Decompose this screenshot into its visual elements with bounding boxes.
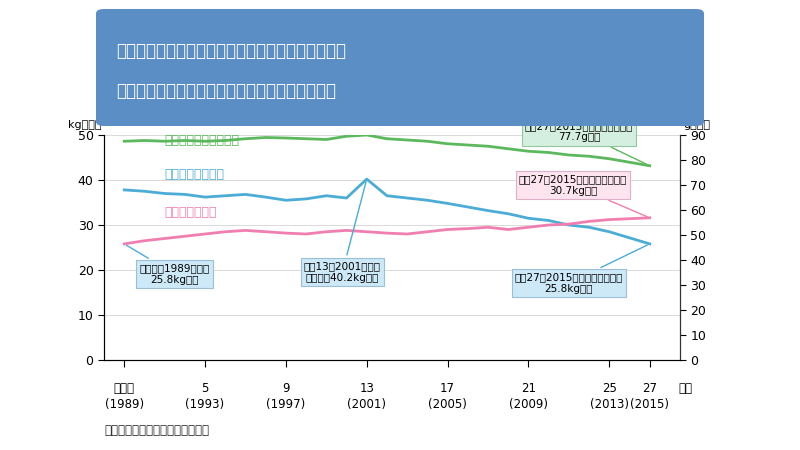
Text: 肉類（左目盛）: 肉類（左目盛） [165, 206, 217, 219]
Text: (2009): (2009) [509, 398, 548, 411]
Text: 27: 27 [642, 382, 657, 396]
Text: 年度: 年度 [678, 382, 692, 396]
Text: (1993): (1993) [186, 398, 225, 411]
Text: kg／人年: kg／人年 [68, 121, 101, 130]
Text: 平成27（2015）年度（概算値）
30.7kg／人: 平成27（2015）年度（概算値） 30.7kg／人 [518, 174, 647, 217]
Text: (2013): (2013) [590, 398, 629, 411]
Text: たんぱく質（右目盛）: たんぱく質（右目盛） [165, 134, 240, 147]
Text: 17: 17 [440, 382, 455, 396]
Text: 21: 21 [521, 382, 536, 396]
Text: 平成13（2001）年度
ピーク：40.2kg／人: 平成13（2001）年度 ピーク：40.2kg／人 [304, 182, 381, 283]
Text: (2005): (2005) [428, 398, 467, 411]
Text: 食用魚介類及び肉類の１人１年当たり消費量（純食: 食用魚介類及び肉類の１人１年当たり消費量（純食 [116, 42, 346, 60]
Text: (2001): (2001) [347, 398, 386, 411]
Text: g／人日: g／人日 [683, 121, 710, 130]
Text: 9: 9 [282, 382, 290, 396]
Text: 5: 5 [202, 382, 209, 396]
Text: (2015): (2015) [630, 398, 669, 411]
Text: 魚介類（左目盛）: 魚介類（左目盛） [165, 168, 225, 181]
Text: (1997): (1997) [266, 398, 306, 411]
Text: 平成27（2015）年度（概算値）
25.8kg／人: 平成27（2015）年度（概算値） 25.8kg／人 [514, 245, 647, 294]
Text: 料）とたんぱく質の１人１日当たり消費量の推移: 料）とたんぱく質の１人１日当たり消費量の推移 [116, 82, 336, 100]
Text: 平成27（2015）年度（概算値）
77.7g／人: 平成27（2015）年度（概算値） 77.7g／人 [525, 121, 647, 165]
Text: (1989): (1989) [105, 398, 144, 411]
Text: 平成元（1989）年度
25.8kg／人: 平成元（1989）年度 25.8kg／人 [126, 245, 210, 285]
Text: 13: 13 [359, 382, 374, 396]
Text: 25: 25 [602, 382, 617, 396]
Text: 資料：農林水産省「食料需給表」: 資料：農林水産省「食料需給表」 [104, 423, 209, 436]
Text: 平成元: 平成元 [114, 382, 134, 396]
